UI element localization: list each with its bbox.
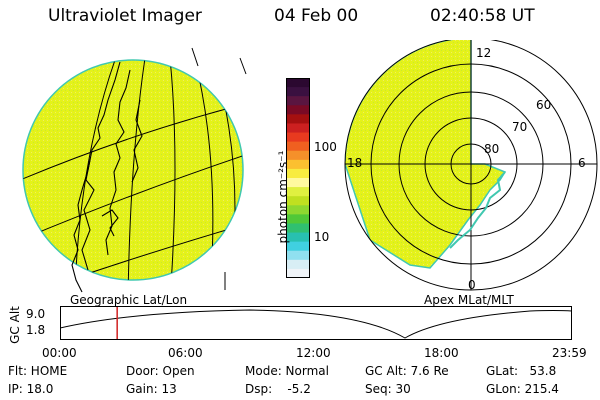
time-tick-2359: 23:59 <box>552 346 587 360</box>
lat-label-70: 70 <box>512 120 528 134</box>
time-tick-1200: 12:00 <box>296 346 331 360</box>
geographic-map <box>22 47 247 293</box>
colorbar-stripe <box>286 132 310 143</box>
altitude-curve <box>60 309 572 339</box>
mlt-label-18: 18 <box>347 156 363 170</box>
colorbar-stripe <box>286 78 310 88</box>
colorbar-stripe <box>286 105 310 115</box>
altitude-axis-label: GC Alt <box>8 306 22 344</box>
status-gc-alt: GC Alt: 7.6 Re <box>365 364 449 378</box>
polar-label: Apex MLat/MLT <box>424 293 514 307</box>
lat-label-60: 60 <box>536 98 552 112</box>
status-glon: GLon: 215.4 <box>486 382 559 396</box>
colorbar-stripe <box>286 250 310 261</box>
colorbar-stripe <box>286 187 310 197</box>
mlt-label-12: 12 <box>476 46 492 60</box>
mlt-label-6: 6 <box>578 156 586 170</box>
status-flt: Flt: HOME <box>8 364 68 378</box>
polar-grid <box>344 40 598 291</box>
colorbar-stripe <box>286 214 310 224</box>
colorbar-stripe <box>286 205 310 215</box>
mlt-label-0: 0 <box>468 278 476 292</box>
colorbar-stripe <box>286 159 310 170</box>
colorbar-stripe <box>286 196 310 206</box>
altitude-timeline-plot <box>60 306 572 340</box>
status-seq: Seq: 30 <box>365 382 411 396</box>
observation-time: 02:40:58 UT <box>430 6 535 26</box>
colorbar-frame <box>286 78 310 278</box>
colorbar-stripe <box>286 232 310 243</box>
colorbar-stripe <box>286 268 310 278</box>
colorbar-stripe <box>286 168 310 179</box>
coastline <box>71 61 143 293</box>
status-ip: IP: 18.0 <box>8 382 54 396</box>
colorbar-stripe <box>286 223 310 234</box>
colorbar-stripe <box>286 123 310 134</box>
altitude-tick-low: 1.8 <box>26 323 46 337</box>
geographic-label: Geographic Lat/Lon <box>70 293 188 307</box>
status-glat: GLat: 53.8 <box>486 364 557 378</box>
altitude-plot-frame <box>60 306 572 340</box>
boundary-edge <box>449 171 506 249</box>
time-tick-0600: 06:00 <box>168 346 203 360</box>
colorbar-stripe <box>286 259 310 270</box>
colorbar-stripe <box>286 114 310 124</box>
colorbar-stripe <box>286 96 310 106</box>
time-tick-0000: 00:00 <box>42 346 77 360</box>
status-gain: Gain: 13 <box>126 382 177 396</box>
colorbar-tick-10: 10 <box>314 230 330 244</box>
observation-date: 04 Feb 00 <box>274 6 359 26</box>
status-dsp: Dsp: -5.2 <box>245 382 311 396</box>
status-door: Door: Open <box>126 364 195 378</box>
colorbar-unit: photon cm⁻²s⁻¹ <box>276 150 290 244</box>
colorbar-stripe <box>286 150 310 161</box>
colorbar-stripe <box>286 87 310 97</box>
grid-extension <box>191 47 247 290</box>
time-tick-1800: 18:00 <box>424 346 459 360</box>
colorbar-stripe <box>286 141 310 152</box>
color-scale-bar <box>286 78 310 278</box>
instrument-title: Ultraviolet Imager <box>48 6 202 26</box>
altitude-tick-high: 9.0 <box>26 307 46 321</box>
colorbar-stripe <box>286 241 310 252</box>
colorbar-tick-100: 100 <box>314 140 337 154</box>
polar-mlat-mlt-plot <box>344 40 598 291</box>
colorbar-stripe <box>286 178 310 188</box>
lat-label-80: 80 <box>484 142 500 156</box>
status-mode: Mode: Normal <box>245 364 329 378</box>
